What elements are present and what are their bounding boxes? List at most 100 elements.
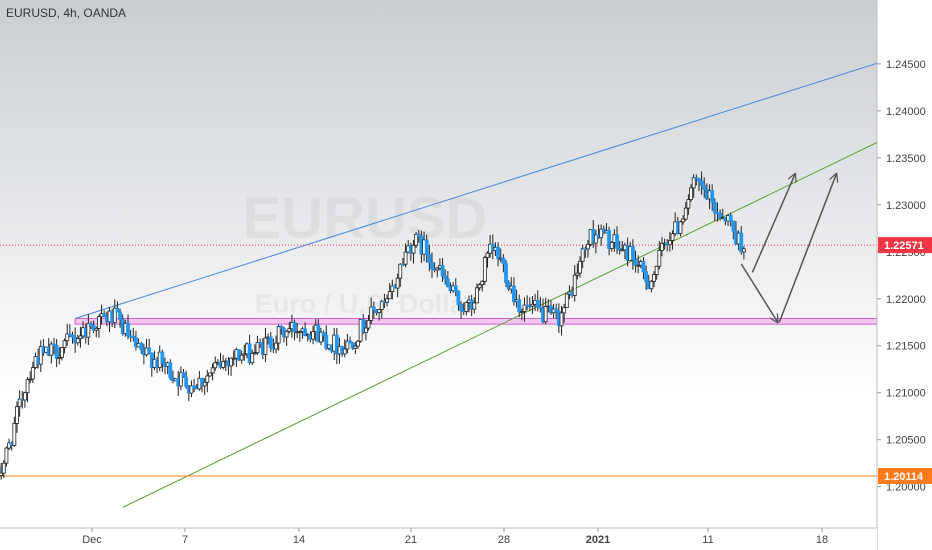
time-axis-panel[interactable] [0, 528, 877, 550]
support-zone[interactable] [74, 317, 885, 325]
candle [221, 355, 226, 370]
candle [65, 323, 70, 346]
candle-body-up [60, 347, 64, 358]
candle [184, 370, 189, 389]
candle-body-up [221, 361, 226, 368]
time-tick-label: 2021 [586, 534, 610, 546]
candle-body-up [4, 447, 9, 464]
price-axis-ticks: 1.20000 1.20500 1.21000 1.21500 1.22000 1.225… [877, 59, 926, 494]
candle [401, 257, 405, 266]
candle-body-up [485, 252, 490, 258]
candle-body-up [274, 342, 278, 350]
candle [517, 294, 522, 318]
candle-body-down [427, 254, 432, 263]
candle [385, 294, 389, 307]
candle [564, 293, 569, 309]
candle-body-up [356, 340, 360, 347]
candle [112, 299, 117, 329]
candle-body-down [292, 322, 297, 333]
candle [292, 319, 297, 341]
projection-arrow[interactable] [751, 174, 795, 273]
candle [654, 265, 659, 280]
candle [657, 240, 662, 270]
candle-body-up [319, 331, 323, 343]
candle-body-up [689, 187, 693, 200]
candle [414, 232, 419, 248]
candle [178, 366, 183, 391]
candle-body-up [342, 348, 347, 355]
candle [689, 184, 693, 202]
price-tick-label: 1.23500 [886, 153, 926, 165]
candle [17, 390, 22, 417]
candle [443, 269, 448, 285]
candle [578, 256, 582, 278]
candle [54, 339, 59, 368]
projection-arrow[interactable] [778, 174, 836, 323]
candle [263, 327, 268, 363]
lower-trendline[interactable] [122, 89, 932, 508]
candle-body-down [644, 271, 648, 283]
candle-body-down [496, 246, 500, 259]
candlestick-series [0, 171, 746, 480]
candle-body-down [630, 245, 635, 261]
candle-body-down [430, 262, 434, 270]
plot-background [0, 0, 877, 528]
projection-arrow[interactable] [740, 263, 777, 322]
time-axis-ticks: Dec 7 14 21 28 2021 11 18 [82, 528, 828, 546]
candle-body-up [189, 385, 194, 394]
candle [287, 322, 292, 334]
candle [229, 357, 233, 376]
candle [284, 330, 289, 346]
candle [126, 314, 130, 340]
candle [554, 303, 559, 319]
candle-body-down [453, 285, 458, 292]
time-tick-label: Dec [82, 534, 102, 546]
candle-body-down [633, 259, 638, 266]
candle [4, 446, 9, 467]
candle [12, 416, 17, 448]
candle-body-up [263, 337, 268, 355]
candle [691, 174, 696, 198]
candle-body-up [572, 274, 577, 296]
candle-body-down [535, 299, 540, 308]
candle-body-up [38, 346, 43, 365]
candle [440, 258, 445, 282]
candle [633, 250, 638, 273]
candle [364, 320, 368, 341]
candle-body-up [229, 357, 233, 367]
candle [38, 340, 43, 373]
candle-body-up [387, 291, 392, 300]
candle-body-down [440, 265, 445, 277]
candle [181, 369, 186, 378]
candle [403, 243, 408, 268]
candle-body-down [54, 344, 59, 359]
candle-body-up [670, 233, 675, 241]
candle-body-up [480, 280, 485, 285]
candle [459, 301, 463, 319]
candle [239, 350, 244, 364]
candle [427, 244, 432, 272]
candle-body-down [459, 304, 463, 312]
candle-body-up [94, 327, 99, 331]
candle-body-up [559, 312, 564, 327]
candle-body-up [654, 265, 659, 275]
candle-body-down [512, 285, 516, 303]
price-axis-panel[interactable] [877, 0, 932, 550]
upper-trendline[interactable] [74, 28, 932, 319]
candle-body-up [23, 392, 27, 401]
price-tick-label: 1.21000 [886, 388, 926, 400]
candle-body-down [607, 230, 611, 249]
candle-body-down [115, 307, 120, 313]
price-badges: 1.22571 1.20114 [878, 237, 932, 484]
candle [445, 271, 450, 288]
candle [742, 246, 746, 260]
candle [697, 177, 701, 192]
candle-body-up [30, 367, 35, 380]
candle-body-down [702, 185, 707, 191]
candle-body-down [731, 220, 736, 232]
candle-body-up [742, 248, 746, 253]
candle [519, 308, 524, 321]
candle-body-down [538, 306, 543, 309]
